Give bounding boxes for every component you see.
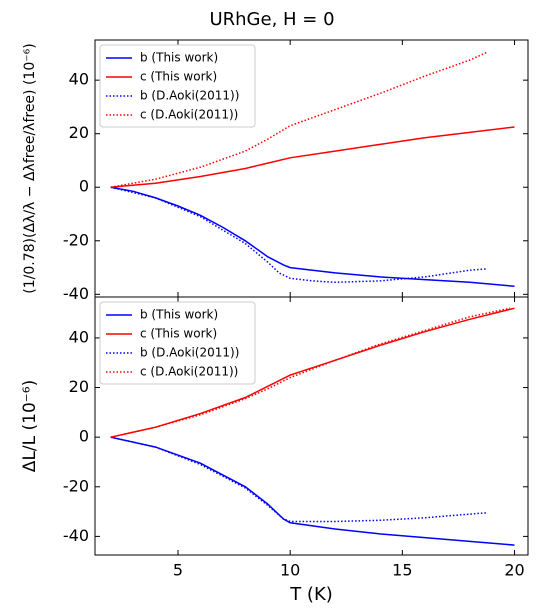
y-axis-label: (1/0.78)(Δλ/λ − Δλfree/λfree) (10⁻⁶) [22,43,38,293]
y-tick-label: -20 [63,476,89,495]
legend-label: b (This work) [140,308,218,322]
y-tick-label: 0 [79,177,89,196]
x-axis-label: T (K) [289,584,333,605]
legend-label: b (D.Aoki(2011)) [140,346,239,360]
line-series [110,186,488,284]
legend-label: b (D.Aoki(2011)) [140,89,239,103]
line-series [110,307,515,438]
y-tick-label: 40 [69,327,89,346]
x-tick-label: 5 [173,561,183,580]
x-tick-label: 15 [392,561,412,580]
legend-label: c (D.Aoki(2011)) [140,365,238,379]
x-tick-label: 20 [504,561,524,580]
y-tick-label: 40 [69,70,89,89]
line-series [110,126,515,188]
y-tick-label: -40 [63,526,89,545]
line-series [110,51,488,188]
legend-label: c (D.Aoki(2011)) [140,108,238,122]
legend-label: c (This work) [140,327,217,341]
x-tick-label: 10 [280,561,300,580]
line-series [110,186,515,288]
chart-title: URhGe, H = 0 [209,9,334,30]
y-tick-label: -40 [63,284,89,303]
line-series [110,307,511,438]
y-axis-label: ΔL/L (10⁻⁶) [20,380,40,472]
y-tick-label: 20 [69,377,89,396]
y-tick-label: 20 [69,123,89,142]
axes-frame [94,296,529,556]
y-tick-label: -20 [63,230,89,249]
line-series [110,436,515,546]
legend-label: b (This work) [140,51,218,65]
line-series [110,436,488,523]
legend-box [99,301,256,385]
y-tick-label: 0 [79,427,89,446]
legend-box [99,44,256,128]
legend-label: c (This work) [140,70,217,84]
